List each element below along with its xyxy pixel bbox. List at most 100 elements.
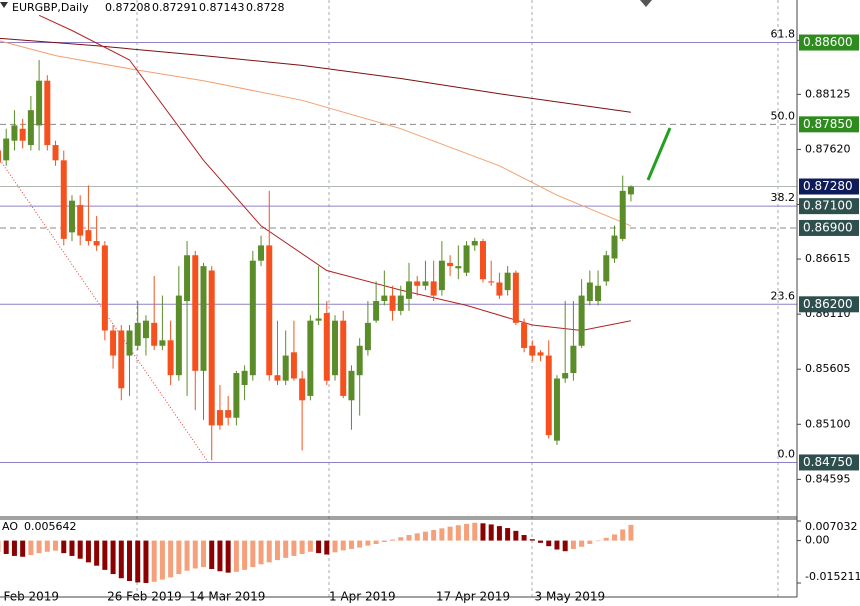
candle xyxy=(562,301,569,383)
bar xyxy=(365,540,371,546)
bar xyxy=(69,540,75,556)
price-tag xyxy=(799,454,859,471)
price-tag xyxy=(799,296,859,313)
candle-body xyxy=(85,230,92,242)
candle-body xyxy=(406,281,412,299)
bar xyxy=(36,540,42,554)
bar xyxy=(529,539,535,541)
candle-body xyxy=(134,322,141,346)
price-tag xyxy=(799,34,859,51)
candle xyxy=(373,281,380,323)
bar xyxy=(242,540,248,570)
bar xyxy=(225,540,231,573)
candle xyxy=(266,190,273,381)
candle xyxy=(159,295,166,351)
y-tick-label: 0.007032 xyxy=(805,520,858,533)
candle-body xyxy=(142,320,149,339)
candle xyxy=(578,279,585,348)
candle xyxy=(619,175,626,242)
bar xyxy=(250,540,256,568)
candle-body xyxy=(77,205,84,236)
candle xyxy=(192,250,199,411)
candle-body xyxy=(496,282,503,296)
candle-body xyxy=(389,295,396,311)
candle-body xyxy=(340,320,347,396)
candle xyxy=(381,270,388,306)
bar xyxy=(439,528,445,541)
candle xyxy=(397,285,404,316)
bar xyxy=(546,540,552,547)
candle xyxy=(249,250,256,381)
bar xyxy=(554,540,560,550)
candle xyxy=(19,118,26,149)
bar xyxy=(143,540,149,583)
bar xyxy=(217,540,223,572)
bar xyxy=(77,540,83,559)
candle-body xyxy=(175,295,182,376)
bar xyxy=(628,524,634,541)
candle-body xyxy=(118,330,125,389)
candle xyxy=(553,375,560,446)
candle xyxy=(570,301,577,381)
bar xyxy=(406,535,412,541)
bar xyxy=(85,540,91,563)
candle xyxy=(512,270,519,326)
fib-label: 50.0 xyxy=(771,109,796,122)
candle xyxy=(307,315,314,401)
price-tag xyxy=(799,198,859,215)
y-tick-label: 0.85605 xyxy=(805,362,851,375)
candle-body xyxy=(3,138,10,161)
bar xyxy=(209,540,215,570)
candle-body xyxy=(27,110,34,146)
candle-body xyxy=(529,345,536,356)
candle-body xyxy=(545,355,552,436)
bar xyxy=(612,534,617,541)
candle-body xyxy=(627,186,634,195)
marker xyxy=(640,0,652,7)
candle xyxy=(52,140,59,166)
candle-body xyxy=(233,373,240,418)
candle-body xyxy=(225,410,232,418)
candle xyxy=(101,241,108,341)
bar xyxy=(0,540,1,552)
candle-body xyxy=(208,270,215,426)
bar xyxy=(299,540,305,554)
candle xyxy=(332,315,339,381)
candle-body xyxy=(0,150,1,163)
candle xyxy=(110,325,117,369)
candle-body xyxy=(611,235,618,259)
candle-body xyxy=(192,255,199,371)
candle-body xyxy=(348,370,355,401)
candle xyxy=(118,325,125,401)
candle xyxy=(430,260,437,302)
direction-arrow xyxy=(646,127,672,181)
y-tick-label: 0.86615 xyxy=(805,252,851,265)
candle xyxy=(595,270,602,306)
candle xyxy=(27,95,34,151)
candle xyxy=(488,260,495,286)
moving-average xyxy=(0,40,632,227)
price-tag-label: 0.87100 xyxy=(803,199,853,213)
bar xyxy=(53,540,59,551)
candle-body xyxy=(290,352,297,379)
marker xyxy=(0,2,8,8)
candle xyxy=(60,150,67,246)
price-tag-label: 0.86900 xyxy=(803,220,853,234)
candle-body xyxy=(159,340,166,346)
bar xyxy=(102,540,108,570)
candle xyxy=(521,318,528,353)
candle xyxy=(504,266,511,296)
candle-body xyxy=(60,160,67,239)
candle-body xyxy=(266,245,273,376)
bar xyxy=(324,540,330,555)
y-tick-label: 0.85100 xyxy=(805,417,851,430)
bar xyxy=(274,540,280,561)
bar xyxy=(118,540,124,579)
bar xyxy=(168,540,174,578)
symbol: EURGBP,Daily xyxy=(12,1,89,14)
candle-body xyxy=(356,345,363,376)
candle-body xyxy=(455,266,462,269)
candle xyxy=(36,59,43,151)
